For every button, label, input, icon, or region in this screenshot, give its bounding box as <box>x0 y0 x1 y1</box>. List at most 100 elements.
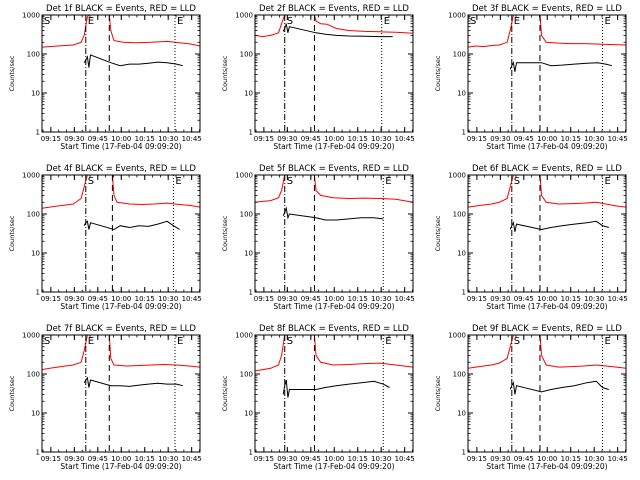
x-tick-label: 09:45 <box>301 295 321 303</box>
y-tick-label: 100 <box>453 371 466 379</box>
panel-det-9: Det 9f BLACK = Events, RED = LLD 1 10 100 10… <box>434 324 628 471</box>
series-line-events <box>509 61 613 72</box>
panel-title: Det 5f BLACK = Events, RED = LLD <box>259 164 409 174</box>
time-marker-label: E <box>514 16 520 27</box>
x-tick-label: 10:45 <box>182 455 202 463</box>
series-line-lld <box>42 15 200 48</box>
y-tick-label: 1000 <box>448 172 466 180</box>
y-tick-label: 10 <box>31 90 40 98</box>
x-axis-label: Start Time (17-Feb-04 09:09:20) <box>60 302 181 311</box>
x-tick-label: 10:15 <box>135 455 155 463</box>
y-tick-label: 10 <box>244 90 253 98</box>
x-tick-label: 10:15 <box>348 295 368 303</box>
time-marker-label: S <box>88 176 94 187</box>
y-tick-label: 100 <box>27 371 40 379</box>
time-marker-label: E <box>605 176 611 187</box>
y-axis-label: Counts/sec <box>221 55 229 91</box>
panel-title: Det 7f BLACK = Events, RED = LLD <box>46 324 196 334</box>
y-tick-label: 1000 <box>448 332 466 340</box>
x-tick-label: 10:30 <box>158 135 178 143</box>
panel-det-6: Det 6f BLACK = Events, RED = LLD 1 10 100 10… <box>434 164 628 311</box>
x-tick-label: 09:15 <box>254 295 274 303</box>
y-tick-label: 1 <box>36 449 40 457</box>
x-tick-label: 10:00 <box>324 455 344 463</box>
y-tick-label: 10 <box>457 90 466 98</box>
time-marker-label: E <box>88 16 94 27</box>
plot-frame <box>254 174 414 293</box>
x-tick-label: 10:15 <box>135 135 155 143</box>
time-marker-label: E <box>177 16 183 27</box>
y-tick-label: 1000 <box>235 332 253 340</box>
time-marker-label: S <box>44 336 50 347</box>
panel-title: Det 3f BLACK = Events, RED = LLD <box>472 4 622 14</box>
y-tick-label: 100 <box>27 51 40 59</box>
y-axis-label: Counts/sec <box>434 375 442 411</box>
x-tick-label: 09:45 <box>88 135 108 143</box>
x-tick-label: 10:30 <box>584 455 604 463</box>
x-tick-label: 10:00 <box>324 135 344 143</box>
x-axis-label: Start Time (17-Feb-04 09:09:20) <box>273 302 394 311</box>
series-line-lld <box>468 335 626 369</box>
x-axis-label: Start Time (17-Feb-04 09:09:20) <box>60 462 181 471</box>
y-tick-label: 1 <box>249 449 253 457</box>
x-axis-label: Start Time (17-Feb-04 09:09:20) <box>486 142 607 151</box>
x-tick-label: 09:15 <box>467 135 487 143</box>
x-tick-label: 10:00 <box>111 295 131 303</box>
x-tick-label: 09:15 <box>467 295 487 303</box>
time-marker-label: E <box>175 176 181 187</box>
panel-det-4: Det 4f BLACK = Events, RED = LLD 1 10 100 10… <box>8 164 202 311</box>
series-line-events <box>509 380 609 395</box>
y-axis-label: Counts/sec <box>221 375 229 411</box>
y-tick-label: 100 <box>27 211 40 219</box>
panel-title: Det 6f BLACK = Events, RED = LLD <box>472 164 622 174</box>
x-tick-label: 09:45 <box>514 455 534 463</box>
x-tick-label: 09:30 <box>64 455 84 463</box>
time-marker-label: S <box>287 16 293 27</box>
y-tick-label: 10 <box>457 250 466 258</box>
time-marker-label: E <box>605 336 611 347</box>
x-axis-label: Start Time (17-Feb-04 09:09:20) <box>486 462 607 471</box>
y-tick-label: 1 <box>462 449 466 457</box>
y-tick-label: 10 <box>31 250 40 258</box>
y-tick-label: 1000 <box>22 332 40 340</box>
panel-det-7: Det 7f BLACK = Events, RED = LLD 1 10 100 10… <box>8 324 202 471</box>
y-axis-label: Counts/sec <box>434 55 442 91</box>
panel-title: Det 1f BLACK = Events, RED = LLD <box>46 4 196 14</box>
time-marker-label: S <box>287 176 293 187</box>
y-tick-label: 10 <box>244 250 253 258</box>
time-marker-label: S <box>44 16 50 27</box>
time-marker-label: E <box>88 336 94 347</box>
x-tick-label: 09:45 <box>514 135 534 143</box>
x-tick-label: 09:30 <box>277 135 297 143</box>
panel-title: Det 4f BLACK = Events, RED = LLD <box>46 164 196 174</box>
y-axis-label: Counts/sec <box>221 215 229 251</box>
panel-title: Det 9f BLACK = Events, RED = LLD <box>472 324 622 334</box>
x-tick-label: 10:30 <box>584 135 604 143</box>
series-line-events <box>83 376 183 388</box>
x-tick-label: 09:15 <box>467 455 487 463</box>
y-tick-label: 10 <box>457 410 466 418</box>
time-marker-label: E <box>384 16 390 27</box>
y-tick-label: 1000 <box>235 172 253 180</box>
y-tick-label: 1000 <box>448 12 466 20</box>
x-tick-label: 10:15 <box>135 295 155 303</box>
series-line-lld <box>468 175 626 208</box>
series-line-events <box>509 220 609 232</box>
time-marker-label: S <box>514 336 520 347</box>
x-axis-label: Start Time (17-Feb-04 09:09:20) <box>273 142 394 151</box>
series-line-lld <box>42 335 200 371</box>
series-line-events <box>83 54 183 68</box>
y-tick-label: 1 <box>462 289 466 297</box>
x-tick-label: 10:45 <box>608 295 628 303</box>
time-marker-label: E <box>385 336 391 347</box>
y-tick-label: 1000 <box>22 12 40 20</box>
y-axis-label: Counts/sec <box>8 55 16 91</box>
time-marker-label: S <box>514 176 520 187</box>
x-tick-label: 10:00 <box>537 295 557 303</box>
x-tick-label: 09:15 <box>254 455 274 463</box>
series-line-lld <box>42 175 200 209</box>
x-tick-label: 10:45 <box>395 135 415 143</box>
panel-det-3: Det 3f BLACK = Events, RED = LLD 1 10 100 10… <box>434 4 628 151</box>
plot-frame <box>41 14 201 133</box>
x-axis-label: Start Time (17-Feb-04 09:09:20) <box>486 302 607 311</box>
